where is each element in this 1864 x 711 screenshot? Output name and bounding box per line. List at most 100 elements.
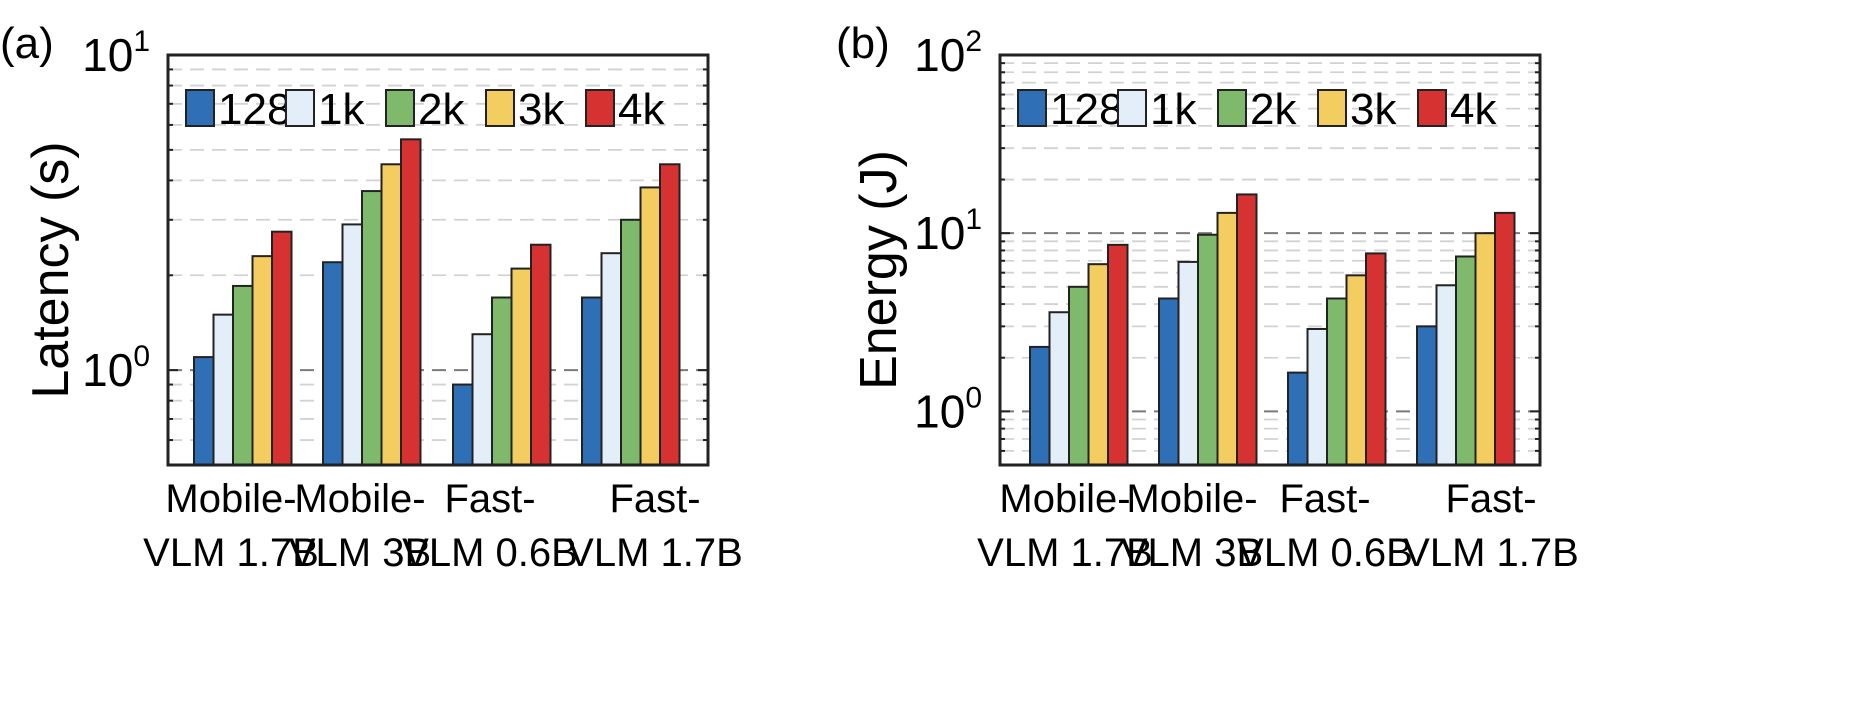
x-category-label: VLM 0.6B [1237,531,1413,575]
y-tick-exponent: 0 [133,340,150,373]
bar [1455,255,1477,466]
bar [1029,345,1051,466]
y-tick-label: 101 [914,203,982,259]
bar [1068,285,1090,467]
y-tick-base: 10 [914,385,965,437]
bar [1087,263,1109,467]
bar [251,255,273,466]
bar [1107,243,1129,466]
legend-swatch [1117,89,1147,127]
legend-swatch [1317,89,1347,127]
x-category-label: VLM 1.7B [143,531,319,575]
y-axis-title: Energy (J) [850,150,908,390]
bar [1435,284,1457,466]
legend-label: 2k [418,85,465,134]
legend-swatch [1017,89,1047,127]
y-tick-exponent: 2 [965,25,982,58]
legend-swatch [385,89,415,127]
x-category-label: VLM 0.6B [402,531,578,575]
y-tick-base: 10 [914,29,965,81]
bar [1216,211,1238,466]
bar [452,383,474,466]
bar [1158,297,1180,466]
legend-swatch [1417,89,1447,127]
bar [361,190,383,467]
legend-label: 1k [1150,85,1197,134]
legend-swatch [485,89,515,127]
bar [322,261,344,466]
bar [659,163,681,466]
bar [1326,297,1348,466]
y-tick-base: 10 [914,207,965,259]
y-tick-exponent: 1 [965,203,982,236]
x-category-label: VLM 3B [1121,531,1263,575]
bar [581,296,603,466]
x-category-label: VLM 1.7B [1403,531,1579,575]
x-category-label: VLM 3B [289,531,431,575]
x-category-label: Mobile- [294,477,425,521]
bar [1474,232,1496,466]
bar [400,138,422,467]
bar [620,218,642,466]
panel-label: (a) [0,19,54,68]
x-category-label: Fast- [444,477,535,521]
x-category-label: Fast- [1445,477,1536,521]
bar [600,252,622,466]
y-tick-label: 100 [82,340,150,396]
y-tick-label: 101 [82,25,150,81]
bar [639,186,661,466]
x-category-label: Mobile- [165,477,296,521]
y-tick-base: 10 [82,29,133,81]
bar [232,284,254,466]
legend-label: 2k [1250,85,1297,134]
legend-label: 4k [618,85,665,134]
bar [1197,233,1219,466]
bar [1365,252,1387,466]
bar [510,267,532,466]
y-tick-label: 100 [914,381,982,437]
legend-label: 3k [518,85,565,134]
legend-label: 128 [1050,85,1123,134]
bar [1345,274,1367,467]
bar [530,243,552,466]
bar [341,223,363,466]
y-tick-exponent: 1 [133,25,150,58]
legend-label: 1k [318,85,365,134]
legend-swatch [585,89,615,127]
x-category-label: Mobile- [999,477,1130,521]
bar [1287,371,1309,466]
panel-label: (b) [836,19,890,68]
y-tick-base: 10 [82,344,133,396]
x-category-label: VLM 1.7B [977,531,1153,575]
legend-label: 4k [1450,85,1497,134]
bar [212,313,234,466]
plot-frame [998,53,1542,467]
legend-swatch [185,89,215,127]
bar [193,356,215,466]
legend-swatch [1217,89,1247,127]
bar [1416,325,1438,466]
bar [380,163,402,466]
bar [471,333,493,467]
x-category-label: VLM 1.7B [567,531,743,575]
plot-frame [166,53,710,467]
bar [1236,193,1258,466]
legend-label: 3k [1350,85,1397,134]
y-tick-exponent: 0 [965,381,982,414]
legend-label: 128 [218,85,291,134]
legend-swatch [285,89,315,127]
bar [1048,311,1070,466]
x-category-label: Mobile- [1126,477,1257,521]
bar [1177,260,1199,466]
bar [491,296,513,466]
x-category-label: Fast- [1279,477,1370,521]
x-category-label: Fast- [609,477,700,521]
y-tick-label: 102 [914,25,982,81]
bar [1494,211,1516,466]
bar [271,230,293,466]
bar [1306,327,1328,467]
y-axis-title: Latency (s) [22,141,80,398]
